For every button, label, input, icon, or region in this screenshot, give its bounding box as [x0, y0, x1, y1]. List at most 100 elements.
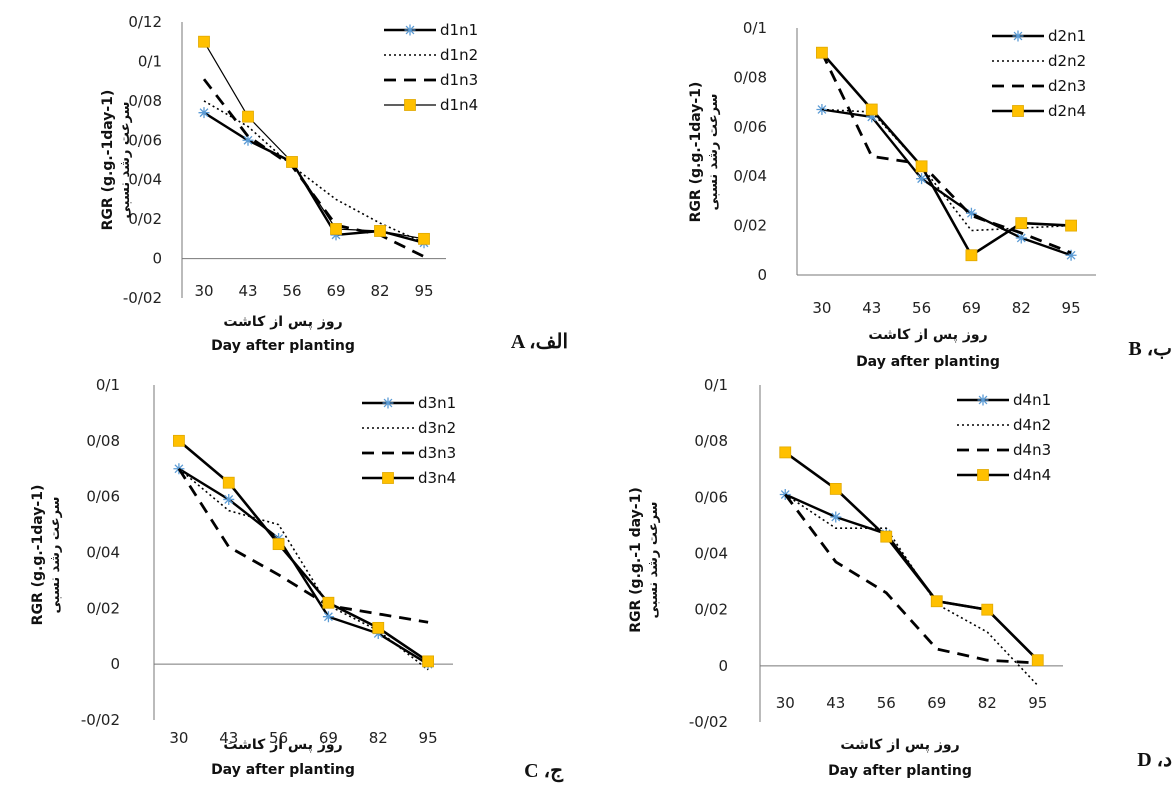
legend-marker-d4n1: [977, 394, 989, 406]
series-line-d1n4: [203, 41, 425, 240]
panel-label: A ،الف: [511, 331, 568, 353]
data-point-d1n1: [330, 229, 342, 241]
data-point-d4n4: [981, 603, 994, 616]
y-tick-label: 0/04: [733, 167, 767, 185]
y-tick-label: 0/02: [733, 217, 767, 235]
series-line-d4n3: [784, 493, 1038, 665]
y-tick-label: 0: [718, 657, 728, 675]
x-tick-label: 95: [414, 282, 433, 300]
legend-label-d2n2: d2n2: [1048, 52, 1086, 70]
x-axis-title-persian: روز پس از کاشت: [868, 327, 987, 343]
y-tick-label: -0/02: [123, 289, 162, 307]
x-tick-label: 30: [194, 282, 213, 300]
x-tick-label: 69: [927, 694, 946, 712]
y-tick-label: 0/06: [86, 488, 120, 506]
panel-label: C ،ج: [524, 760, 564, 783]
data-point-d3n4: [272, 538, 285, 551]
y-tick-label: 0/04: [128, 171, 162, 189]
x-axis-title-persian: روز پس از کاشت: [223, 737, 342, 753]
data-point-d2n1: [965, 207, 977, 219]
series-line-d1n2: [203, 100, 425, 244]
y-axis-title-persian: سرعت رشد نسبی: [48, 497, 63, 614]
chart-panel-1: 0/12 0/1 0/08 0/06 0/04 0/02 0 -0/02 30 43 56 69 82 9…: [100, 13, 568, 354]
series-line-d2n3: [820, 52, 1072, 255]
data-point-d1n1: [242, 134, 254, 146]
data-point-d2n4: [965, 249, 978, 262]
panel-label: D ،د: [1137, 749, 1172, 771]
y-axis-title-english: RGR (g.g.-1day-1): [100, 90, 116, 231]
legend-marker-d2n1: [1012, 30, 1024, 42]
series-line-d2n1: [821, 108, 1072, 257]
chart-panel-4: 0/1 0/08 0/06 0/04 0/02 0 -0/02 30 43 56 69 82 95 روز…: [628, 376, 1172, 779]
series-line-d4n2: [784, 493, 1039, 687]
legend-marker-d2n4: [1012, 105, 1024, 117]
y-tick-label: 0/06: [733, 118, 767, 136]
data-point-d4n1: [779, 489, 791, 501]
data-point-d2n4: [1065, 219, 1077, 232]
y-tick-label: 0/08: [86, 432, 120, 450]
y-axis-title-english: RGR (g.g.-1 day-1): [628, 487, 644, 633]
x-tick-label: 43: [826, 694, 845, 712]
legend-marker-d1n1: [404, 24, 416, 36]
data-point-d2n1: [866, 111, 878, 123]
data-point-d2n4: [865, 103, 878, 116]
y-tick-label: 0/1: [743, 19, 767, 37]
y-tick-label: 0/12: [128, 13, 162, 31]
x-axis-title-persian: روز پس از کاشت: [223, 314, 342, 330]
series-line-d1n1: [203, 111, 425, 244]
x-tick-label: 82: [369, 729, 388, 747]
data-point-d1n4: [286, 156, 298, 168]
y-tick-label: -0/02: [689, 713, 728, 731]
x-tick-label: 56: [877, 694, 896, 712]
x-axis-title-english: Day after planting: [211, 762, 355, 778]
series-line-d2n2: [821, 108, 1072, 232]
x-tick-label: 30: [776, 694, 795, 712]
data-point-d4n4: [779, 446, 792, 459]
legend-marker-d1n4: [404, 99, 416, 111]
data-point-d4n4: [829, 483, 842, 495]
x-tick-label: 56: [282, 282, 301, 300]
y-tick-label: 0/04: [86, 544, 120, 562]
legend-label-d4n4: d4n4: [1013, 466, 1051, 484]
legend-label-d2n3: d2n3: [1048, 77, 1086, 95]
legend-label-d1n1: d1n1: [440, 21, 478, 39]
data-point-d3n4: [422, 655, 434, 668]
legend-label-d2n1: d2n1: [1048, 27, 1086, 45]
x-tick-label: 56: [912, 299, 931, 317]
x-tick-label: 95: [1062, 299, 1081, 317]
legend-label-d3n4: d3n4: [418, 469, 456, 487]
x-tick-label: 95: [1028, 694, 1047, 712]
series-line-d3n4: [178, 439, 429, 663]
y-tick-label: 0/08: [128, 92, 162, 110]
x-tick-label: 82: [978, 694, 997, 712]
x-tick-label: 56: [269, 729, 288, 747]
y-axis-title-persian: سرعت رشد نسبی: [118, 102, 133, 219]
legend-label-d4n3: d4n3: [1013, 441, 1051, 459]
data-point-d3n4: [372, 621, 385, 634]
data-point-d2n1: [916, 173, 928, 185]
data-point-d1n4: [418, 232, 430, 245]
data-point-d1n4: [330, 223, 342, 235]
data-point-d3n1: [223, 493, 235, 505]
series-line-d1n3: [202, 78, 425, 258]
x-tick-label: 30: [812, 299, 831, 317]
data-point-d1n1: [198, 107, 210, 119]
x-tick-label: 82: [370, 282, 389, 300]
data-point-d2n4: [816, 46, 828, 59]
data-point-d4n4: [1031, 654, 1044, 667]
series-line-d2n4: [820, 51, 1072, 257]
chart-panel-3: 0/1 0/08 0/06 0/04 0/02 0 -0/02 30 43 56 69 82 95 روز…: [30, 376, 564, 783]
x-tick-label: 69: [326, 282, 345, 300]
y-tick-label: 0/1: [704, 376, 728, 394]
x-tick-label: 30: [169, 729, 188, 747]
y-tick-label: 0: [152, 250, 162, 268]
series-line-d3n1: [178, 467, 429, 666]
panel-label: B ،ب: [1128, 338, 1172, 360]
data-point-d1n4: [374, 225, 386, 237]
data-point-d3n1: [322, 611, 334, 623]
legend-label-d1n3: d1n3: [440, 71, 478, 89]
x-tick-label: 43: [862, 299, 881, 317]
y-axis-title-english: RGR (g.g.-1day-1): [688, 82, 704, 223]
legend-label-d4n1: d4n1: [1013, 391, 1051, 409]
